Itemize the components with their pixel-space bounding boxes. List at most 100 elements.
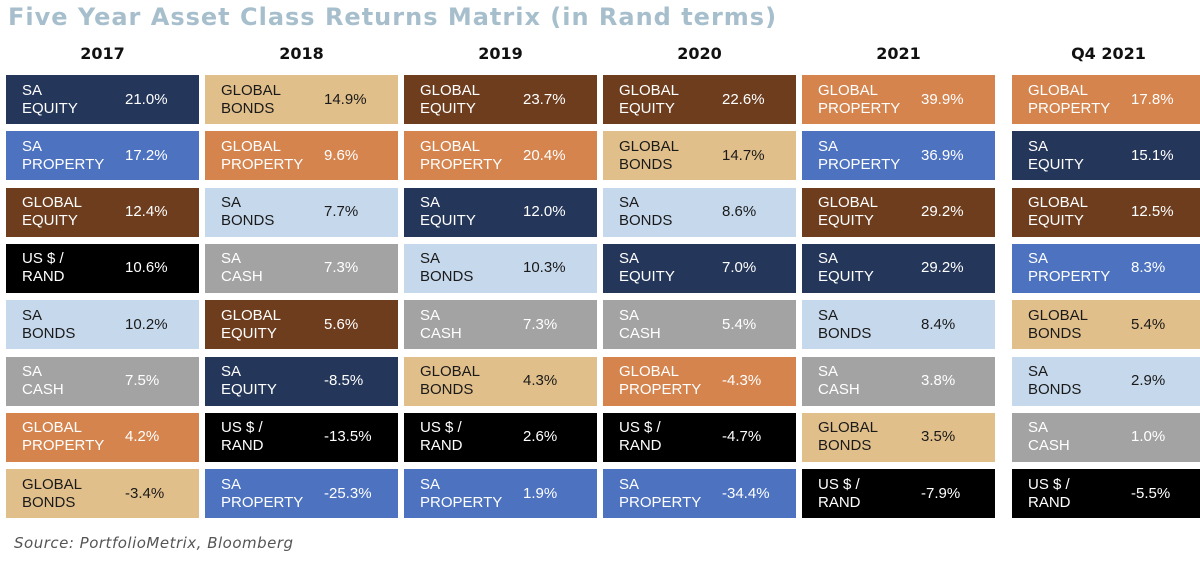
return-value: 29.2%	[921, 203, 964, 221]
asset-class-line1: SA	[818, 363, 839, 380]
return-value: 20.4%	[523, 146, 566, 164]
column-header: 2019	[478, 44, 523, 63]
return-value: 22.6%	[722, 90, 765, 108]
column-header: 2021	[876, 44, 921, 63]
return-value: 2.6%	[523, 428, 558, 446]
asset-class-line1: GLOBAL	[1028, 306, 1089, 324]
asset-class-line2: BONDS	[619, 212, 673, 230]
asset-class-line2: BONDS	[221, 99, 275, 117]
asset-class-line2: BONDS	[818, 437, 872, 455]
asset-class-label: SA PROPERTY	[6, 138, 113, 174]
return-value: 12.0%	[523, 203, 566, 221]
return-value: 5.4%	[1131, 315, 1166, 333]
return-value: 5.6%	[324, 315, 359, 333]
matrix-cell: GLOBAL BONDS 14.7%	[603, 131, 796, 181]
matrix-cell: SA CASH 1.0%	[1012, 412, 1200, 462]
asset-class-line1: SA	[221, 363, 242, 380]
asset-class-line1: GLOBAL	[420, 81, 481, 99]
asset-class-line2: BONDS	[619, 155, 673, 173]
asset-class-line2: EQUITY	[619, 99, 675, 117]
asset-class-label: GLOBAL EQUITY	[205, 307, 312, 343]
return-value: -34.4%	[722, 484, 770, 502]
asset-class-label: US $ / RAND	[404, 419, 511, 455]
asset-class-label: GLOBAL EQUITY	[603, 82, 710, 118]
asset-class-label: GLOBAL EQUITY	[404, 82, 511, 118]
return-value: 10.6%	[125, 259, 168, 277]
asset-class-line2: RAND	[22, 268, 65, 286]
asset-class-line1: SA	[420, 194, 441, 212]
asset-class-label: SA PROPERTY	[603, 476, 710, 512]
return-value: 39.9%	[921, 90, 964, 108]
matrix-cell: GLOBAL BONDS 3.5%	[802, 412, 995, 462]
asset-class-line1: SA	[420, 306, 441, 324]
asset-class-line1: SA	[1028, 250, 1049, 268]
matrix-cell: SA EQUITY 15.1%	[1012, 131, 1200, 181]
asset-class-line2: PROPERTY	[420, 155, 503, 173]
asset-class-label: GLOBAL EQUITY	[6, 194, 113, 230]
asset-class-label: SA BONDS	[404, 250, 511, 286]
matrix-cell: GLOBAL PROPERTY 9.6%	[205, 131, 398, 181]
asset-class-label: GLOBAL EQUITY	[802, 194, 909, 230]
matrix-cell: SA BONDS 2.9%	[1012, 356, 1200, 406]
asset-class-line1: SA	[420, 475, 441, 493]
matrix-cell: GLOBAL PROPERTY 39.9%	[802, 75, 995, 124]
asset-class-label: SA BONDS	[603, 194, 710, 230]
asset-class-label: SA EQUITY	[603, 250, 710, 286]
asset-class-label: SA EQUITY	[802, 250, 909, 286]
asset-class-line2: EQUITY	[221, 324, 277, 342]
matrix-cell: GLOBAL PROPERTY -4.3%	[603, 356, 796, 406]
asset-class-line2: PROPERTY	[1028, 268, 1111, 286]
asset-class-line2: EQUITY	[818, 268, 874, 286]
asset-class-line2: CASH	[420, 324, 462, 342]
asset-class-line1: SA	[619, 306, 640, 324]
asset-class-line1: GLOBAL	[818, 81, 879, 99]
asset-class-line2: EQUITY	[420, 212, 476, 230]
asset-class-line1: US $ /	[619, 419, 661, 437]
matrix-cell: GLOBAL EQUITY 5.6%	[205, 300, 398, 350]
return-value: -3.4%	[125, 484, 165, 502]
matrix-cell: SA EQUITY 21.0%	[6, 75, 199, 124]
asset-class-label: GLOBAL PROPERTY	[1012, 82, 1119, 118]
column-header: 2017	[80, 44, 125, 63]
matrix-cell: SA PROPERTY -34.4%	[603, 469, 796, 519]
return-value: -8.5%	[324, 372, 364, 389]
asset-class-label: US $ / RAND	[1012, 476, 1119, 512]
asset-class-line1: GLOBAL	[221, 306, 282, 324]
return-value: 14.9%	[324, 90, 367, 108]
asset-class-line1: GLOBAL	[22, 194, 83, 212]
asset-class-line1: GLOBAL	[1028, 194, 1089, 212]
source-note: Source: PortfolioMetrix, Bloomberg	[14, 534, 294, 552]
asset-class-line1: SA	[818, 306, 839, 324]
asset-class-line2: EQUITY	[818, 212, 874, 230]
asset-class-label: GLOBAL BONDS	[603, 138, 710, 174]
asset-class-label: SA CASH	[603, 307, 710, 343]
asset-class-label: US $ / RAND	[802, 476, 909, 512]
asset-class-line2: BONDS	[420, 381, 474, 398]
asset-class-line2: CASH	[1028, 437, 1070, 455]
asset-class-line2: RAND	[221, 437, 264, 455]
matrix-cell: US $ / RAND 10.6%	[6, 243, 199, 293]
asset-class-label: US $ / RAND	[603, 419, 710, 455]
asset-class-line1: SA	[420, 250, 441, 268]
return-value: -4.7%	[722, 428, 762, 446]
asset-class-line2: EQUITY	[22, 212, 78, 230]
asset-class-line1: SA	[221, 250, 242, 268]
return-value: 7.5%	[125, 372, 160, 389]
return-value: 36.9%	[921, 146, 964, 164]
matrix-cell: SA CASH 7.5%	[6, 356, 199, 406]
return-value: -7.9%	[921, 484, 961, 502]
matrix-cell: US $ / RAND -4.7%	[603, 412, 796, 462]
matrix-cell: SA PROPERTY 36.9%	[802, 131, 995, 181]
asset-class-label: SA CASH	[1012, 419, 1119, 455]
return-value: 8.3%	[1131, 259, 1166, 277]
asset-class-label: US $ / RAND	[6, 250, 113, 286]
asset-class-line1: US $ /	[221, 419, 263, 437]
asset-class-line1: GLOBAL	[221, 137, 282, 155]
asset-class-line2: PROPERTY	[221, 493, 304, 511]
return-value: 5.4%	[722, 315, 757, 333]
asset-class-label: SA CASH	[205, 250, 312, 286]
asset-class-line1: SA	[1028, 137, 1049, 155]
asset-class-label: GLOBAL EQUITY	[1012, 194, 1119, 230]
asset-class-line2: EQUITY	[1028, 155, 1084, 173]
return-value: 8.4%	[921, 315, 956, 333]
